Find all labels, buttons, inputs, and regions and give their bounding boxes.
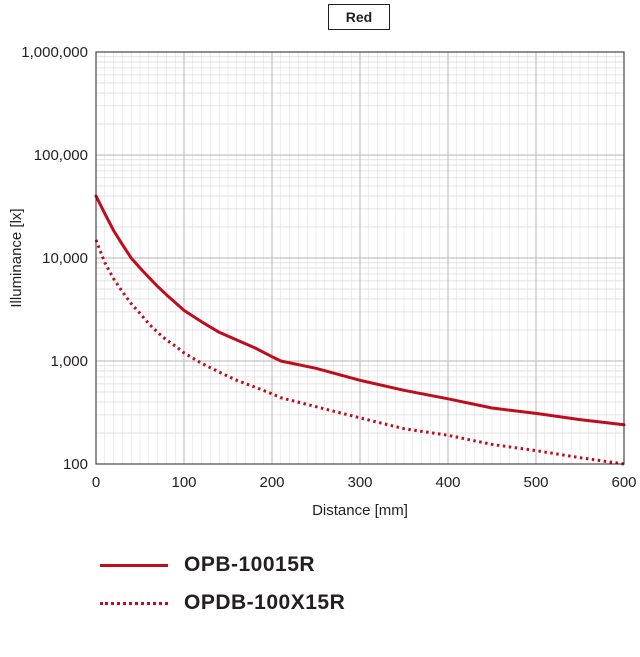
- x-tick-label: 600: [611, 474, 636, 491]
- series-layer: [94, 194, 626, 466]
- x-tick-label: 100: [171, 474, 196, 491]
- legend-item-solid: OPB-10015R: [100, 546, 345, 584]
- y-tick-label: 1,000: [50, 353, 88, 370]
- x-tick-label: 500: [523, 474, 548, 491]
- y-axis-label: Illuminance [lx]: [8, 208, 25, 307]
- y-tick-label: 1,000,000: [21, 44, 88, 61]
- legend-solid-line-swatch: [100, 563, 168, 567]
- y-tick-label: 100: [63, 456, 88, 473]
- x-tick-label: 300: [347, 474, 372, 491]
- series-line-dotted: [94, 239, 625, 466]
- x-tick-label: 200: [259, 474, 284, 491]
- plot-frame: [95, 51, 625, 465]
- legend-label: OPDB-100X15R: [184, 591, 346, 614]
- x-ticks: 0 100 200 300 400 500 600: [92, 474, 637, 491]
- legend-label: OPB-10015R: [184, 553, 316, 576]
- x-tick-label: 0: [92, 474, 100, 491]
- y-tick-label: 10,000: [42, 250, 88, 267]
- plot-area: 0 100 200 300 400 500 600 1001,00010,000100,00…: [8, 44, 637, 519]
- grid: [95, 51, 625, 465]
- x-axis-label: Distance [mm]: [312, 502, 408, 519]
- y-tick-label: 100,000: [34, 147, 88, 164]
- legend: OPB-10015R OPDB-100X15R: [100, 546, 345, 622]
- chart-title: Red: [328, 4, 390, 30]
- y-ticks: 100 1,000 10,000 100,000 1,000,000: [21, 44, 88, 473]
- series-line-solid: [94, 194, 626, 427]
- x-tick-label: 400: [435, 474, 460, 491]
- legend-dotted-line-swatch: [100, 601, 168, 605]
- legend-item-dotted: OPDB-100X15R: [100, 584, 345, 622]
